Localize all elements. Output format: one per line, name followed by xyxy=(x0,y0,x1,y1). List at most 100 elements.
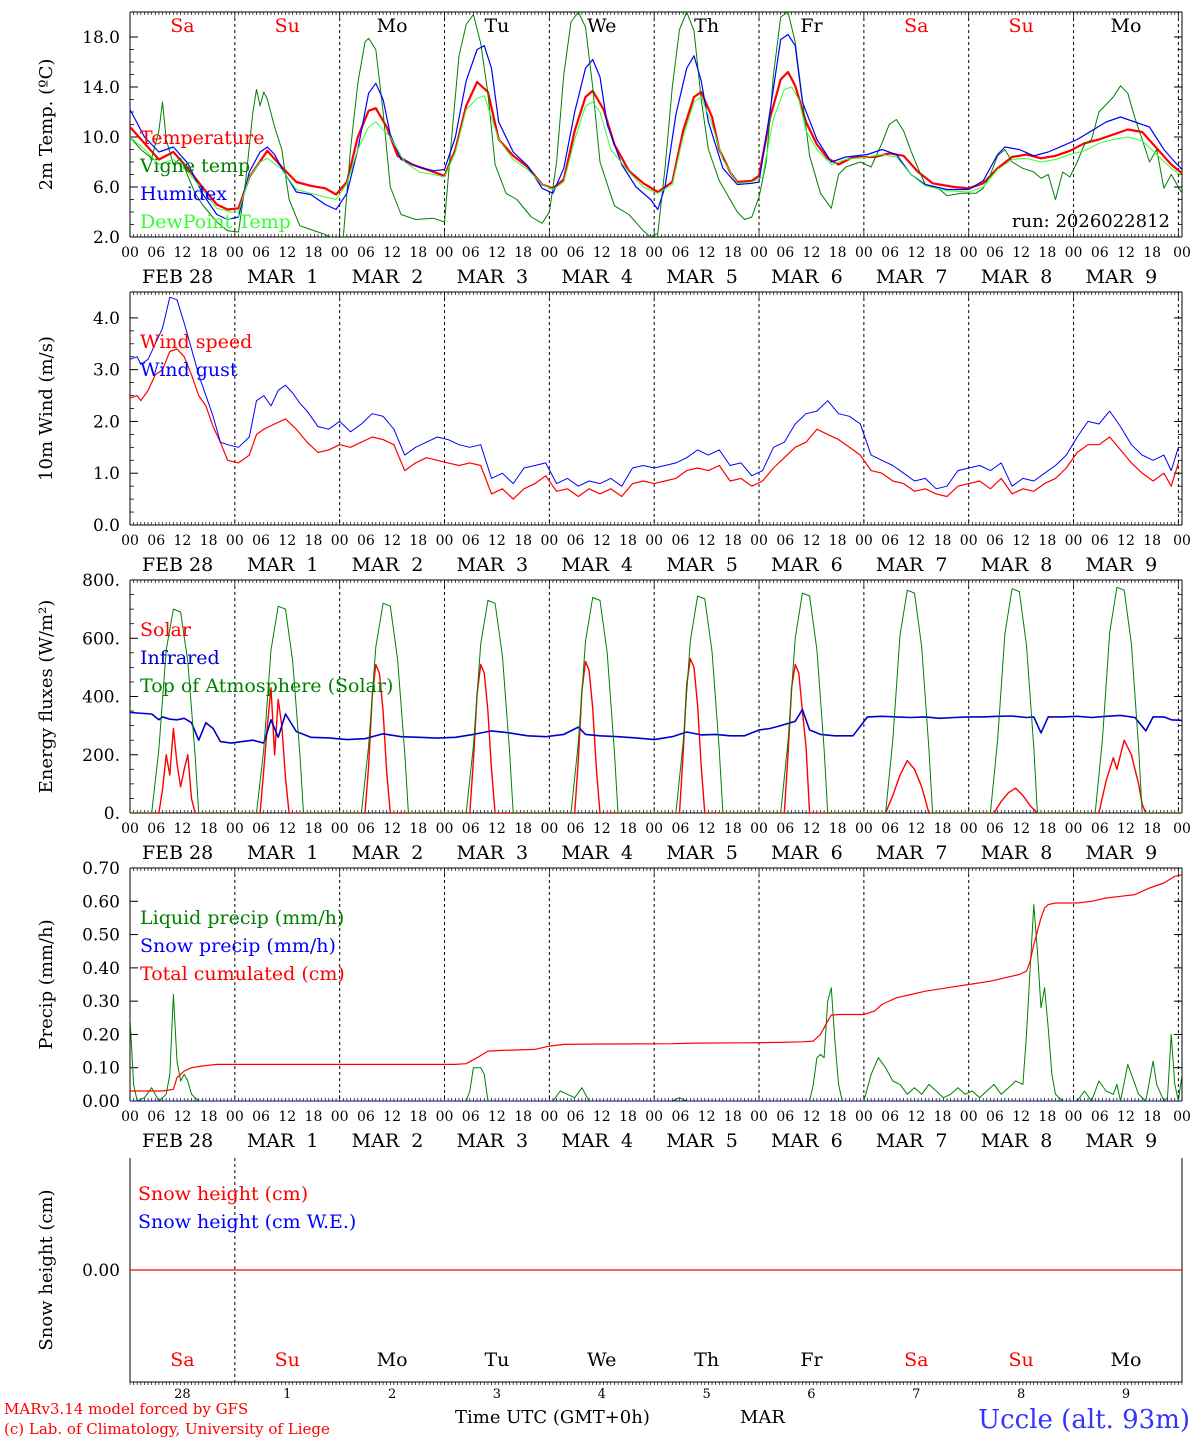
weekday-label: Sa xyxy=(904,1349,928,1371)
hour-tick-label: 00 xyxy=(645,533,663,549)
date-label: MAR 4 xyxy=(561,842,633,864)
weekday-label: Su xyxy=(275,1349,300,1371)
hour-tick-label: 00 xyxy=(855,1109,873,1125)
date-label: MAR 1 xyxy=(247,266,319,288)
hour-tick-label: 00 xyxy=(121,821,139,837)
hour-tick-label: 12 xyxy=(278,245,296,261)
legend-entry: Infrared xyxy=(140,647,220,669)
hour-tick-label: 18 xyxy=(1038,245,1056,261)
hour-tick-label: 12 xyxy=(278,821,296,837)
hour-tick-label: 06 xyxy=(776,821,794,837)
hour-tick-label: 00 xyxy=(121,245,139,261)
hour-tick-label: 18 xyxy=(514,1109,532,1125)
hour-tick-label: 00 xyxy=(540,1109,558,1125)
series-line-infrared xyxy=(130,708,1182,744)
hour-tick-label: 18 xyxy=(724,1109,742,1125)
hour-tick-label: 00 xyxy=(436,533,454,549)
hour-tick-label: 12 xyxy=(698,533,716,549)
y-tick-label: 0. xyxy=(104,804,120,824)
hour-tick-label: 12 xyxy=(803,533,821,549)
hour-tick-label: 06 xyxy=(1091,245,1109,261)
weekday-label: Fr xyxy=(800,1349,823,1371)
hour-tick-label: 00 xyxy=(960,245,978,261)
y-tick-label: 2.0 xyxy=(93,228,120,248)
hour-tick-label: 06 xyxy=(252,821,270,837)
date-label: FEB 28 xyxy=(142,554,213,576)
y-axis-label: 2m Temp. (ºC) xyxy=(36,59,57,191)
hour-tick-label: 12 xyxy=(488,1109,506,1125)
hour-tick-label: 00 xyxy=(1173,533,1191,549)
legend-entry: Humidex xyxy=(140,183,227,205)
hour-tick-label: 12 xyxy=(803,1109,821,1125)
hour-tick-label: 06 xyxy=(986,821,1004,837)
date-label: MAR 3 xyxy=(457,842,529,864)
hour-tick-label: 18 xyxy=(829,821,847,837)
hour-tick-label: 12 xyxy=(1117,533,1135,549)
hour-tick-label: 06 xyxy=(357,1109,375,1125)
hour-tick-label: 00 xyxy=(1065,821,1083,837)
hour-tick-label: 00 xyxy=(855,533,873,549)
day-number-label: 4 xyxy=(598,1387,606,1402)
date-label: MAR 3 xyxy=(457,1130,529,1152)
hour-tick-label: 18 xyxy=(934,1109,952,1125)
date-label: MAR 8 xyxy=(981,554,1053,576)
hour-tick-label: 06 xyxy=(1091,533,1109,549)
date-label: MAR 7 xyxy=(876,266,948,288)
hour-tick-label: 18 xyxy=(1038,533,1056,549)
weekday-label: Sa xyxy=(904,15,928,37)
hour-tick-label: 18 xyxy=(200,245,218,261)
hour-tick-label: 00 xyxy=(750,1109,768,1125)
series-line-wind-speed xyxy=(130,348,1179,500)
hour-tick-label: 00 xyxy=(855,821,873,837)
hour-tick-label: 06 xyxy=(252,245,270,261)
legend-entry: Vigne temp xyxy=(139,155,250,177)
hour-tick-label: 12 xyxy=(1117,821,1135,837)
hour-tick-label: 06 xyxy=(986,1109,1004,1125)
hour-tick-label: 00 xyxy=(1173,1109,1191,1125)
date-label: MAR 5 xyxy=(666,1130,738,1152)
hour-tick-label: 18 xyxy=(305,821,323,837)
hour-tick-label: 06 xyxy=(776,533,794,549)
hour-tick-label: 06 xyxy=(671,821,689,837)
hour-tick-label: 06 xyxy=(462,821,480,837)
date-label: MAR 9 xyxy=(1086,554,1158,576)
hour-tick-label: 12 xyxy=(698,245,716,261)
day-number-label: 7 xyxy=(912,1387,920,1402)
date-label: MAR 7 xyxy=(876,554,948,576)
date-label: MAR 1 xyxy=(247,554,319,576)
y-tick-label: 0.00 xyxy=(82,1092,120,1112)
hour-tick-label: 06 xyxy=(147,821,165,837)
hour-tick-label: 12 xyxy=(1012,245,1030,261)
legend-entry: Wind gust xyxy=(140,359,238,381)
day-number-label: 3 xyxy=(493,1387,501,1402)
hour-tick-label: 00 xyxy=(1065,1109,1083,1125)
hour-tick-label: 12 xyxy=(593,245,611,261)
y-tick-label: 600. xyxy=(82,629,120,649)
panel-temperature: 2.0 6.0 10.0 14.0 18.0 2m Temp. (ºC) Temperatu… xyxy=(36,11,1191,288)
hour-tick-label: 18 xyxy=(619,245,637,261)
hour-tick-label: 18 xyxy=(1143,1109,1161,1125)
day-number-label: 8 xyxy=(1017,1387,1025,1402)
y-tick-label: 14.0 xyxy=(82,78,120,98)
hour-tick-label: 00 xyxy=(226,245,244,261)
series-group xyxy=(130,296,1179,500)
hour-tick-label: 12 xyxy=(174,245,192,261)
hour-tick-label: 00 xyxy=(331,533,349,549)
hour-tick-label: 12 xyxy=(488,245,506,261)
hour-tick-label: 00 xyxy=(331,1109,349,1125)
hour-tick-label: 00 xyxy=(645,821,663,837)
hour-tick-label: 18 xyxy=(619,821,637,837)
y-tick-label: 0.70 xyxy=(82,859,120,879)
date-label: MAR 4 xyxy=(561,266,633,288)
date-label: MAR 4 xyxy=(561,554,633,576)
panel-snow: 0.00 Snow height (cm) Snow height (cm) Snow… xyxy=(36,1158,1183,1402)
model-credit: MARv3.14 model forced by GFS xyxy=(4,1400,248,1418)
hour-tick-label: 12 xyxy=(698,821,716,837)
hour-tick-label: 00 xyxy=(750,533,768,549)
hour-tick-label: 12 xyxy=(174,821,192,837)
weekday-label: Mo xyxy=(1111,15,1142,37)
y-tick-label: 0.30 xyxy=(82,992,120,1012)
y-tick-label: 10.0 xyxy=(82,128,120,148)
y-tick-label: 18.0 xyxy=(82,28,120,48)
hour-tick-label: 18 xyxy=(1143,533,1161,549)
